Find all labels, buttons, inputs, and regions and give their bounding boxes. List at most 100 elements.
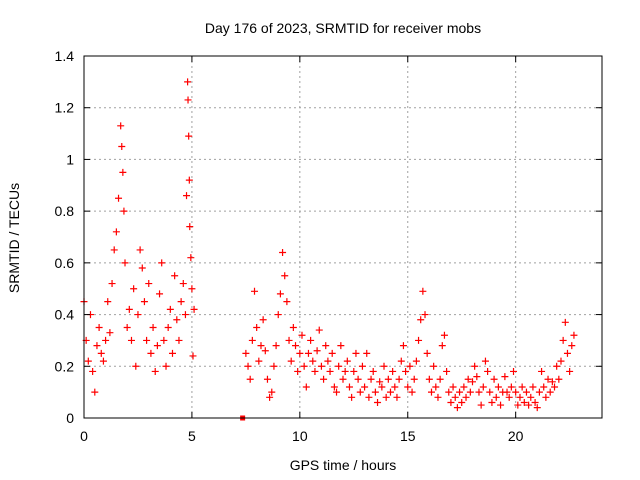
data-point xyxy=(391,383,399,391)
data-point xyxy=(287,357,295,365)
data-point xyxy=(458,398,466,406)
data-point xyxy=(188,285,196,293)
data-point xyxy=(130,285,138,293)
data-point xyxy=(158,259,166,267)
data-point xyxy=(281,272,289,280)
data-point xyxy=(361,383,369,391)
data-point xyxy=(335,362,343,370)
x-tick-label: 5 xyxy=(188,428,196,444)
grid-lines xyxy=(84,56,602,418)
data-point xyxy=(244,362,252,370)
data-point xyxy=(115,194,123,202)
data-point xyxy=(445,388,453,396)
data-point xyxy=(475,388,483,396)
data-point xyxy=(415,336,423,344)
data-point xyxy=(119,168,127,176)
data-point xyxy=(386,388,394,396)
data-point xyxy=(380,362,388,370)
data-point xyxy=(156,290,164,298)
data-point xyxy=(147,349,155,357)
data-point xyxy=(108,280,116,288)
data-point xyxy=(162,362,170,370)
data-point xyxy=(490,375,498,383)
data-point xyxy=(330,383,338,391)
data-point xyxy=(315,326,323,334)
data-point xyxy=(292,342,300,350)
data-point xyxy=(341,367,349,375)
data-point xyxy=(97,349,105,357)
data-point xyxy=(153,342,161,350)
data-point xyxy=(324,357,332,365)
data-point xyxy=(544,375,552,383)
data-point xyxy=(352,349,360,357)
data-point xyxy=(134,311,142,319)
data-point xyxy=(481,357,489,365)
data-point xyxy=(466,388,474,396)
data-point xyxy=(272,342,280,350)
data-point xyxy=(95,324,103,331)
data-point xyxy=(177,298,185,306)
data-point xyxy=(343,357,351,365)
data-point xyxy=(497,401,505,409)
data-point xyxy=(317,362,325,370)
data-point xyxy=(516,393,524,401)
data-point xyxy=(525,401,533,409)
data-point xyxy=(522,388,530,396)
data-point xyxy=(382,393,390,401)
data-point xyxy=(566,367,574,375)
data-point xyxy=(285,336,293,344)
axis-ticks: 0 0.2 0.4 0.6 0.8 1 1.2 1.4 0 5 10 15 20 xyxy=(55,48,602,444)
data-point xyxy=(365,393,373,401)
data-point xyxy=(151,367,159,375)
data-point xyxy=(149,324,157,331)
data-point xyxy=(257,342,265,350)
x-tick-label: 15 xyxy=(400,428,416,444)
data-point xyxy=(514,401,522,409)
data-point xyxy=(99,357,107,365)
data-point xyxy=(266,393,274,401)
data-point xyxy=(160,336,168,344)
data-point xyxy=(557,357,565,365)
data-point xyxy=(561,318,569,326)
data-point xyxy=(374,398,382,406)
data-point xyxy=(436,375,444,383)
data-point xyxy=(181,311,189,319)
data-point xyxy=(184,96,192,104)
data-point xyxy=(276,290,284,298)
data-point xyxy=(367,375,375,383)
y-tick-label: 0.4 xyxy=(55,307,75,323)
data-point xyxy=(440,331,448,339)
data-point xyxy=(453,404,461,412)
data-point xyxy=(348,393,356,401)
data-point xyxy=(402,367,410,375)
data-point xyxy=(289,324,297,331)
data-point xyxy=(507,383,515,391)
data-point xyxy=(570,331,578,339)
data-point xyxy=(421,311,429,319)
data-point xyxy=(313,347,321,355)
data-point xyxy=(300,362,308,370)
data-point xyxy=(404,383,412,391)
data-point xyxy=(505,393,513,401)
data-point xyxy=(268,388,276,396)
y-tick-label: 0.2 xyxy=(55,358,75,374)
data-point xyxy=(328,349,336,357)
data-point xyxy=(261,347,269,355)
data-point xyxy=(123,324,131,331)
data-point xyxy=(369,367,377,375)
data-point xyxy=(120,207,128,215)
data-point xyxy=(294,367,302,375)
x-axis-label: GPS time / hours xyxy=(290,457,397,473)
data-point xyxy=(320,375,328,383)
data-point xyxy=(553,362,561,370)
data-point xyxy=(136,246,144,254)
data-point xyxy=(462,393,470,401)
data-point xyxy=(451,393,459,401)
data-point xyxy=(185,132,193,140)
data-point xyxy=(179,280,187,288)
data-point xyxy=(350,367,358,375)
data-point xyxy=(185,176,193,184)
data-point xyxy=(548,378,556,386)
data-point xyxy=(512,388,520,396)
